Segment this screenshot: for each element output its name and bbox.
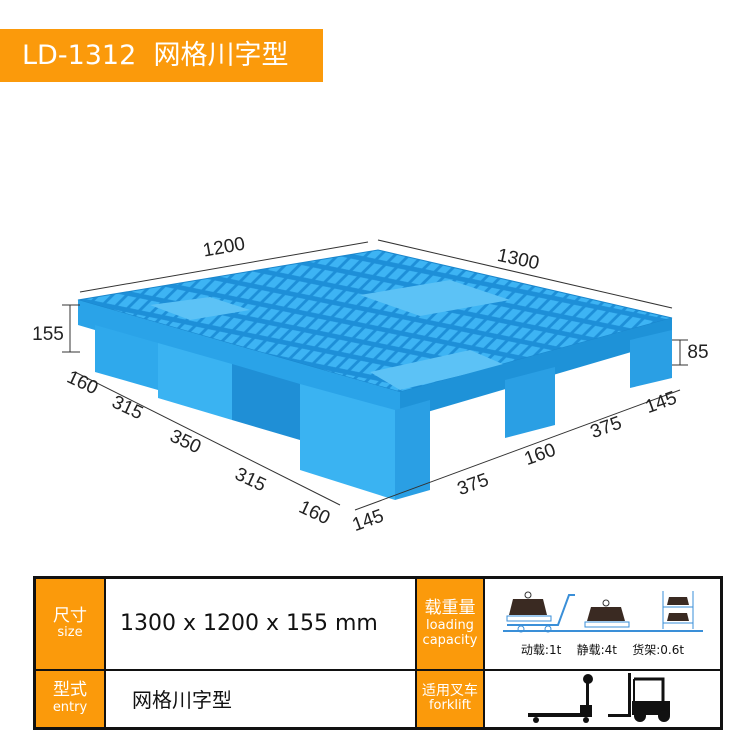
dim-side-a: 315 (232, 464, 270, 496)
pallet-diagram: 1200 1300 155 85 160 315 350 315 160 145… (32, 234, 708, 537)
static-load-icon (584, 599, 629, 628)
forklift-cell (483, 668, 723, 729)
model-type: 网格川字型 (153, 40, 289, 71)
pallet-leg (95, 325, 158, 390)
solid-deck-panel (150, 297, 250, 320)
dim-width: 1200 (201, 234, 246, 262)
dim-side-b: 145 (643, 388, 680, 419)
dim-side-b: 160 (522, 440, 559, 471)
pallet-leg (232, 364, 300, 440)
size-value: 1300 x 1200 x 155 mm (104, 576, 417, 671)
pallet-leg (300, 384, 395, 500)
pallet-leg (630, 330, 672, 388)
solid-deck-panel (360, 280, 510, 316)
pallet-leg (158, 343, 232, 420)
pallet-leg (395, 400, 430, 500)
forklift-label: 适用叉车 forklift (415, 668, 485, 729)
dynamic-load: 动载:1t (520, 643, 562, 658)
size-label: 尺寸 size (33, 576, 106, 671)
load-label: 载重量 loading capacity (415, 576, 485, 671)
dim-side-a: 350 (167, 426, 205, 458)
pallet-leg (505, 367, 555, 438)
spec-table: 尺寸 size 1300 x 1200 x 155 mm 载重量 loading ca… (33, 576, 723, 730)
dim-length: 1300 (495, 245, 541, 274)
dim-side-b: 375 (588, 413, 625, 444)
pallet-right-face (400, 318, 672, 420)
dim-height: 155 (32, 324, 64, 345)
rack-load-icon (662, 591, 693, 630)
dim-side-a: 315 (109, 392, 147, 424)
load-values: 动载:1t 静载:4t 货架:0.6t (485, 641, 720, 658)
forklift-icons (527, 672, 670, 723)
dim-side-a: 160 (296, 497, 334, 529)
forklift-icon (607, 672, 670, 722)
dim-leg-height: 85 (687, 342, 708, 363)
load-capacity-cell: 动载:1t 静载:4t 货架:0.6t (483, 576, 723, 671)
solid-deck-panel (370, 350, 505, 390)
dimension-lines (62, 239, 688, 511)
dynamic-load-icon (506, 591, 575, 633)
static-load: 静载:4t (576, 643, 617, 658)
pallet-jack-icon (527, 673, 593, 723)
rack-load: 货架:0.6t (632, 643, 685, 658)
model-number: LD-1312 (22, 40, 137, 71)
entry-label: 型式 entry (33, 668, 106, 729)
load-icons (502, 591, 703, 633)
entry-value: 网格川字型 (104, 668, 417, 729)
dim-side-b: 375 (455, 470, 492, 501)
title-banner: LD-1312 网格川字型 (0, 29, 323, 82)
